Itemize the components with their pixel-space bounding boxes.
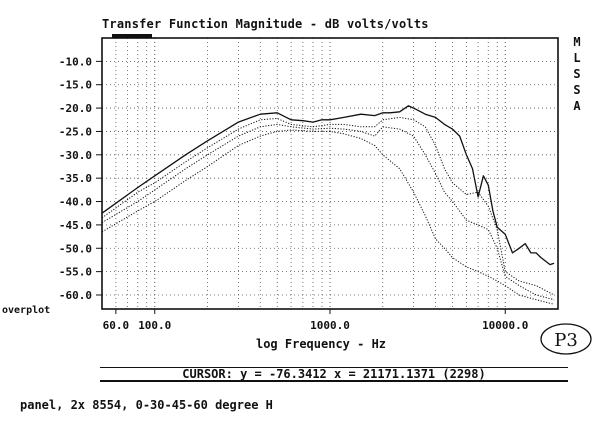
page-stamp: P3	[540, 322, 592, 356]
cursor-rule-top	[100, 367, 568, 368]
y-tick-label: -15.0	[59, 79, 92, 92]
y-tick-label: -30.0	[59, 149, 92, 162]
grid	[102, 38, 558, 309]
y-tick-label: -10.0	[59, 55, 92, 68]
stamp-ellipse-icon: P3	[540, 323, 592, 355]
y-tick-label: -20.0	[59, 102, 92, 115]
x-tick-label: 100.0	[138, 319, 171, 332]
series-line-4	[101, 129, 555, 305]
stamp-text: P3	[554, 330, 578, 351]
x-tick-label: 60.0	[103, 319, 130, 332]
side-label-letter: S	[573, 83, 581, 97]
overplot-label: overplot	[2, 305, 51, 316]
side-label: M L S S A	[570, 34, 584, 114]
chart-title: Transfer Function Magnitude - dB volts/v…	[102, 17, 429, 31]
x-tick-label: 10000.0	[482, 319, 528, 332]
x-axis-ticks: 60.0 100.0 1000.0 10000.0	[103, 309, 528, 332]
y-tick-label: -40.0	[59, 196, 92, 209]
x-tick-label: 1000.0	[310, 319, 350, 332]
y-tick-label: -35.0	[59, 172, 92, 185]
cursor-rule-bottom	[100, 380, 568, 382]
series-line-3	[101, 123, 555, 301]
y-tick-label: -55.0	[59, 266, 92, 279]
side-label-letter: S	[573, 67, 581, 81]
series-line-1	[101, 105, 555, 266]
x-axis-label: log Frequency - Hz	[255, 337, 387, 351]
side-label-letter: A	[573, 99, 581, 113]
y-tick-label: -60.0	[59, 289, 92, 302]
series-layer	[101, 105, 555, 305]
side-label-letter: L	[573, 51, 581, 65]
y-tick-label: -25.0	[59, 125, 92, 138]
side-label-letter: M	[573, 35, 581, 49]
series-line-2	[101, 116, 555, 296]
y-tick-label: -45.0	[59, 219, 92, 232]
cursor-readout: CURSOR: y = -76.3412 x = 21171.1371 (229…	[182, 367, 486, 381]
y-tick-label: -50.0	[59, 242, 92, 255]
title-marker-bar	[112, 34, 152, 38]
y-axis-ticks: -10.0 -15.0 -20.0 -25.0 -30.0 -35.0 -40.0 -45.0…	[59, 55, 102, 302]
caption-note: panel, 2x 8554, 0-30-45-60 degree H	[20, 398, 273, 412]
